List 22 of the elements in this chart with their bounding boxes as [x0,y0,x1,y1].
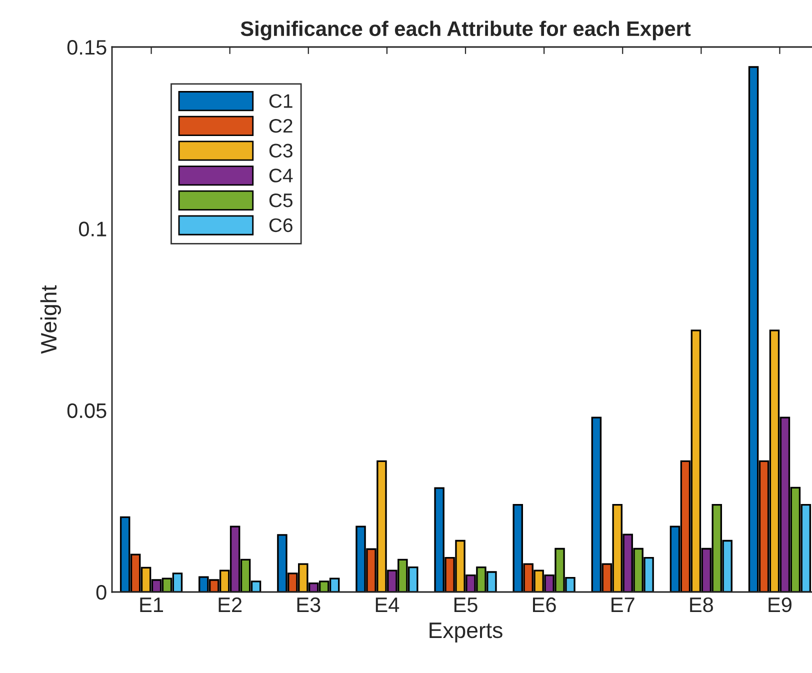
y-axis-title: Weight [40,285,62,354]
chart-title: Significance of each Attribute for each Expert [240,20,691,40]
legend-label: C2 [269,118,292,133]
x-tick-label: E1 [140,598,163,612]
legend-label: C5 [269,193,292,208]
x-axis-title: Experts [430,622,502,643]
legend-label: C6 [269,218,292,232]
legend-label: C4 [269,168,293,182]
legend-label: C1 [269,94,292,108]
x-tick-label: E4 [376,598,400,612]
x-tick-label: E7 [612,598,634,612]
x-tick-label: E3 [297,597,320,612]
x-tick-label: E2 [218,597,242,612]
y-tick-label: 0.15 [67,40,106,55]
legend-label: C3 [269,144,292,158]
x-tick-label: E9 [768,597,792,612]
x-tick-label: E8 [690,597,713,612]
x-tick-label: E6 [533,597,556,612]
x-tick-label: E5 [454,598,478,612]
y-tick-label: 0.1 [78,222,106,236]
y-tick-label: 0.05 [67,403,106,418]
y-tick-label: 0 [96,585,106,600]
